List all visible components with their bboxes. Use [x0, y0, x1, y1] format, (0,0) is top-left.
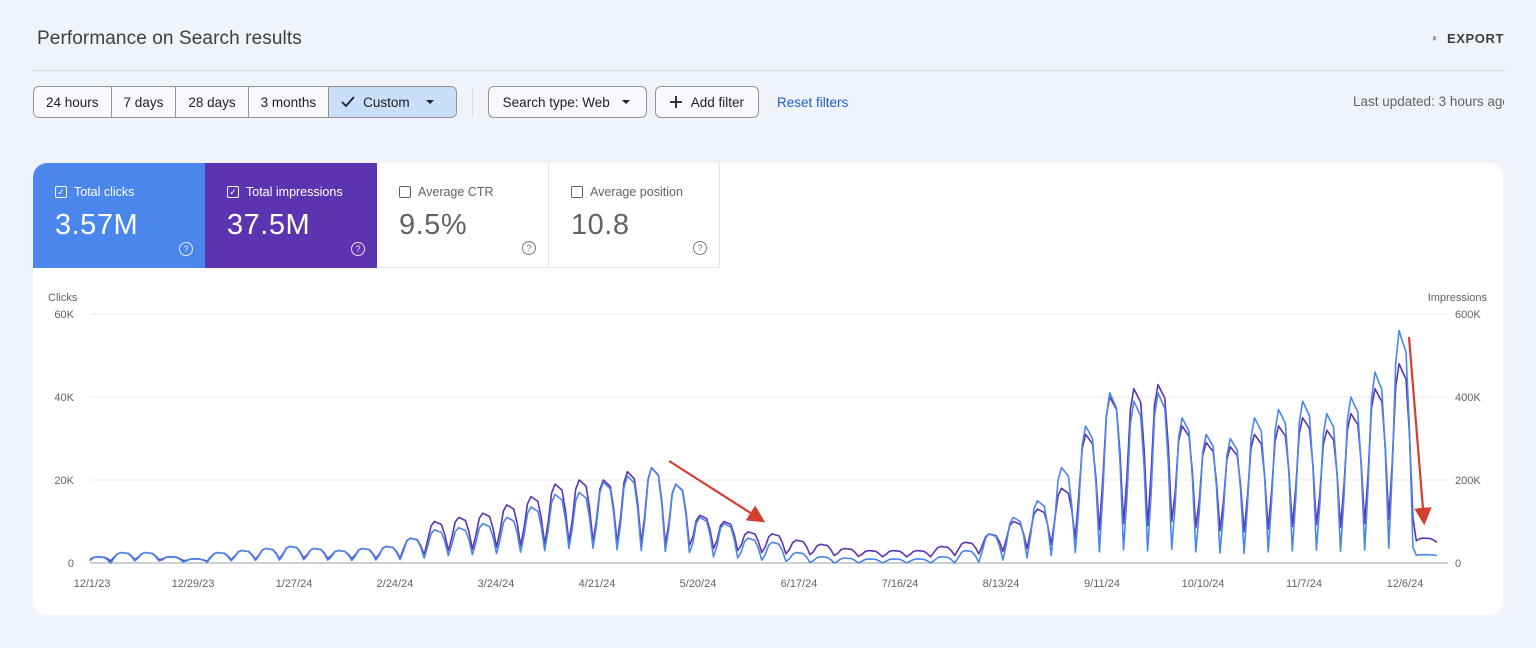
reset-filters-link[interactable]: Reset filters — [777, 94, 849, 110]
y-tick-label-left: 20K — [54, 475, 74, 487]
metric-average-position[interactable]: Average position 10.8 ? — [549, 163, 720, 268]
metric-label: Average CTR — [418, 185, 494, 199]
check-icon — [341, 96, 355, 108]
y-tick-label-left: 40K — [54, 392, 74, 404]
metric-value: 9.5% — [399, 209, 468, 241]
help-circle-icon[interactable]: ? — [179, 242, 193, 256]
x-tick-label: 12/6/24 — [1387, 578, 1424, 590]
metric-label: Total impressions — [246, 185, 343, 199]
metric-label: Average position — [590, 185, 683, 199]
checkbox-unchecked-icon — [571, 186, 583, 198]
range-24-hours-button[interactable]: 24 hours — [34, 87, 112, 117]
range-custom-button[interactable]: Custom — [329, 87, 456, 117]
x-tick-label: 3/24/24 — [478, 578, 515, 590]
help-circle-icon[interactable]: ? — [351, 242, 365, 256]
x-tick-label: 5/20/24 — [680, 578, 717, 590]
x-tick-label: 2/24/24 — [377, 578, 414, 590]
y-tick-label-right: 200K — [1455, 475, 1481, 487]
range-28-days-button[interactable]: 28 days — [176, 87, 249, 117]
range-7-days-button[interactable]: 7 days — [111, 87, 177, 117]
search-type-dropdown[interactable]: Search type: Web — [487, 86, 647, 118]
export-label: EXPORT — [1446, 30, 1504, 46]
metric-total-clicks[interactable]: ✓ Total clicks 3.57M ? — [33, 163, 205, 268]
metric-total-impressions[interactable]: ✓ Total impressions 37.5M ? — [205, 163, 377, 268]
add-filter-button[interactable]: Add filter — [654, 86, 760, 118]
toolbar: 24 hours 7 days 28 days 3 months Custom … — [33, 86, 848, 118]
metric-value: 37.5M — [227, 209, 311, 241]
annotation-arrow — [1407, 336, 1432, 526]
metric-label: Total clicks — [74, 185, 135, 199]
y-axis-title-right: Impressions — [1428, 292, 1488, 304]
download-icon — [1432, 35, 1437, 41]
y-tick-label-left: 0 — [68, 558, 74, 570]
x-tick-label: 7/16/24 — [882, 578, 919, 590]
metric-value: 10.8 — [571, 209, 630, 241]
clicks-series-line — [89, 329, 1438, 564]
last-updated-text: Last updated: 3 hours ago — [1353, 94, 1504, 109]
performance-card: ✓ Total clicks 3.57M ? ✓ Total impressions… — [33, 163, 1503, 615]
header-divider — [33, 70, 1505, 71]
date-range-selector: 24 hours 7 days 28 days 3 months Custom — [33, 86, 457, 118]
y-tick-label-right: 0 — [1455, 558, 1461, 570]
x-tick-label: 8/13/24 — [983, 578, 1020, 590]
page-title: Performance on Search results — [37, 28, 302, 49]
toolbar-separator — [471, 87, 473, 117]
range-3-months-button[interactable]: 3 months — [248, 87, 330, 117]
x-tick-label: 1/27/24 — [276, 578, 313, 590]
x-tick-label: 11/7/24 — [1286, 578, 1322, 590]
help-circle-icon[interactable]: ? — [693, 241, 707, 255]
custom-label: Custom — [363, 94, 410, 110]
annotation-arrow — [668, 460, 766, 523]
checkbox-checked-icon: ✓ — [55, 186, 67, 198]
checkbox-unchecked-icon — [399, 186, 411, 198]
help-circle-icon[interactable]: ? — [522, 241, 536, 255]
x-tick-label: 12/29/23 — [172, 578, 215, 590]
metric-average-ctr[interactable]: Average CTR 9.5% ? — [377, 163, 549, 268]
impressions-series-line — [89, 363, 1438, 563]
plus-icon — [669, 96, 682, 108]
caret-down-icon — [621, 100, 630, 104]
metric-value: 3.57M — [55, 209, 139, 241]
y-tick-label-left: 60K — [54, 309, 74, 321]
y-axis-title-left: Clicks — [48, 292, 78, 304]
caret-down-icon — [425, 100, 434, 104]
checkbox-checked-icon: ✓ — [227, 186, 239, 198]
x-tick-label: 4/21/24 — [579, 578, 616, 590]
search-type-label: Search type: Web — [502, 94, 610, 110]
x-tick-label: 9/11/24 — [1084, 578, 1120, 590]
add-filter-label: Add filter — [690, 94, 745, 110]
x-tick-label: 6/17/24 — [781, 578, 818, 590]
export-button[interactable]: EXPORT — [1432, 30, 1504, 46]
y-tick-label-right: 400K — [1455, 392, 1481, 404]
y-tick-label-right: 600K — [1455, 309, 1481, 321]
x-tick-label: 10/10/24 — [1182, 578, 1225, 590]
performance-chart: 0 0 20K 200K 40K 400K 60K 600K Clicks Impressions… — [48, 292, 1488, 590]
x-tick-label: 12/1/23 — [74, 578, 111, 590]
